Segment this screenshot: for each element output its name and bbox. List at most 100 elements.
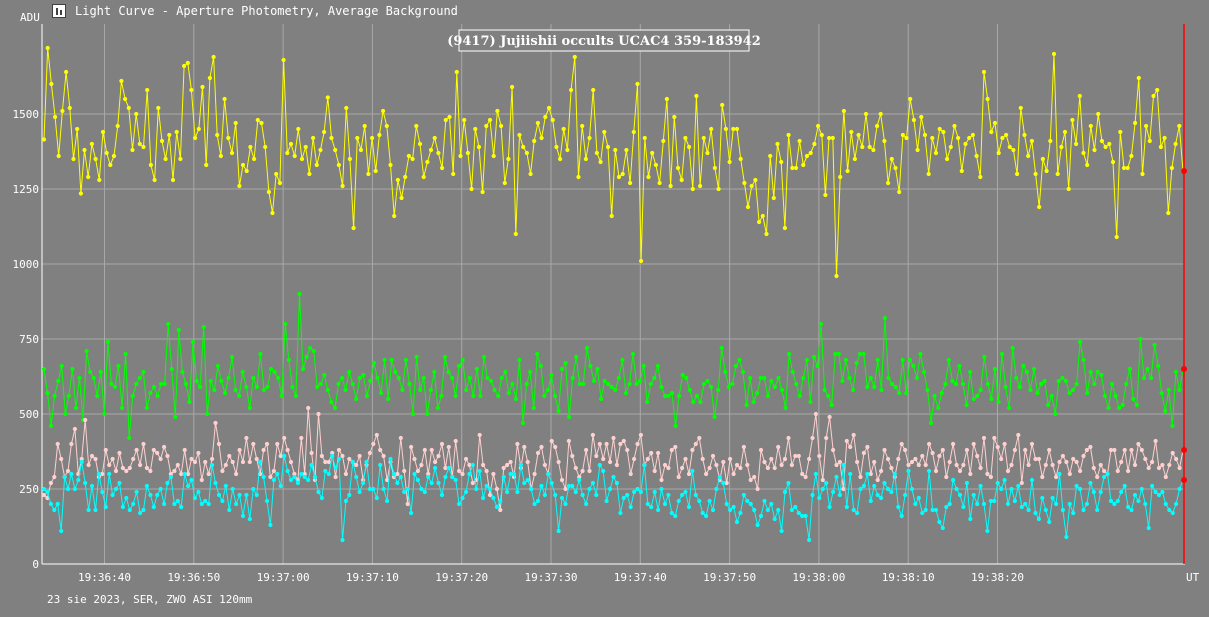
data-point [694, 393, 700, 399]
data-point [648, 381, 653, 387]
data-point [1081, 357, 1086, 363]
data-point [882, 138, 887, 144]
footer-info: 23 sie 2023, SER, ZWO ASI 120mm [47, 593, 253, 606]
data-point [1060, 375, 1065, 381]
data-point [567, 414, 572, 420]
data-point [344, 105, 349, 111]
data-point [148, 468, 153, 474]
data-point [330, 453, 335, 459]
data-point [308, 345, 313, 351]
data-point [709, 126, 714, 132]
data-point [451, 171, 456, 177]
data-point [415, 477, 420, 483]
data-point [680, 372, 685, 378]
data-point [831, 447, 836, 453]
data-point [237, 393, 242, 399]
data-point [858, 351, 863, 357]
data-point [63, 411, 68, 417]
data-point [563, 360, 568, 366]
data-point [436, 150, 441, 156]
data-point [234, 471, 239, 477]
data-point [1028, 387, 1033, 393]
data-point [570, 453, 575, 459]
data-point [203, 459, 208, 465]
data-point [216, 492, 222, 498]
data-point [144, 465, 149, 471]
data-point [385, 477, 390, 483]
data-point [539, 483, 544, 489]
data-point [371, 360, 377, 366]
data-point [398, 435, 403, 441]
data-point [989, 129, 994, 135]
data-point [776, 507, 781, 513]
data-point [1108, 447, 1114, 453]
data-point [213, 480, 218, 486]
data-point [879, 387, 884, 393]
data-point [189, 456, 194, 462]
data-point [322, 372, 327, 378]
data-point [508, 459, 513, 465]
data-point [210, 462, 215, 468]
data-point [1063, 378, 1068, 384]
data-point [240, 162, 246, 168]
series-line-yellow [43, 47, 1184, 277]
data-point [522, 444, 527, 450]
data-point [229, 150, 235, 156]
data-point [45, 489, 50, 495]
data-point [535, 450, 541, 456]
data-point [992, 120, 998, 126]
data-point [515, 441, 520, 447]
data-point [110, 492, 115, 498]
data-point [793, 504, 798, 510]
data-point [1119, 459, 1124, 465]
data-point [598, 159, 603, 165]
data-point [499, 375, 504, 381]
data-point [882, 315, 888, 321]
data-point [120, 465, 125, 471]
data-point [1122, 483, 1127, 489]
data-point [953, 381, 959, 387]
data-point [86, 507, 91, 513]
data-point [899, 513, 904, 519]
data-point [981, 501, 987, 507]
x-tick-label: 19:38:00 [792, 571, 845, 584]
data-point [103, 504, 108, 510]
data-point [240, 459, 246, 465]
data-point [996, 399, 1001, 405]
data-point [163, 156, 168, 162]
data-point [263, 144, 268, 150]
data-point [844, 504, 849, 510]
data-point [425, 411, 430, 417]
data-point [1095, 369, 1100, 375]
data-point [498, 507, 503, 513]
data-point [829, 402, 834, 408]
data-point [813, 471, 819, 477]
data-point [120, 405, 125, 411]
data-point [237, 492, 242, 498]
data-point [936, 405, 941, 411]
data-point [1036, 456, 1041, 462]
data-point [978, 174, 983, 180]
data-point [577, 381, 582, 387]
data-point [66, 393, 71, 399]
data-point [406, 153, 411, 159]
data-point [927, 441, 932, 447]
data-point [554, 144, 559, 150]
data-point [1053, 411, 1058, 417]
x-tick-label: 19:38:10 [882, 571, 935, 584]
data-point [237, 183, 242, 189]
data-point [1150, 459, 1155, 465]
data-point [1127, 366, 1132, 372]
data-point [377, 132, 382, 138]
data-point [758, 375, 763, 381]
data-point [1026, 153, 1031, 159]
data-point [790, 369, 795, 375]
data-point [645, 501, 650, 507]
data-point [137, 141, 142, 147]
data-point [152, 177, 157, 183]
data-point [803, 474, 808, 480]
data-point [745, 204, 751, 210]
data-point [410, 411, 416, 417]
data-point [123, 96, 128, 102]
data-point [296, 126, 301, 132]
